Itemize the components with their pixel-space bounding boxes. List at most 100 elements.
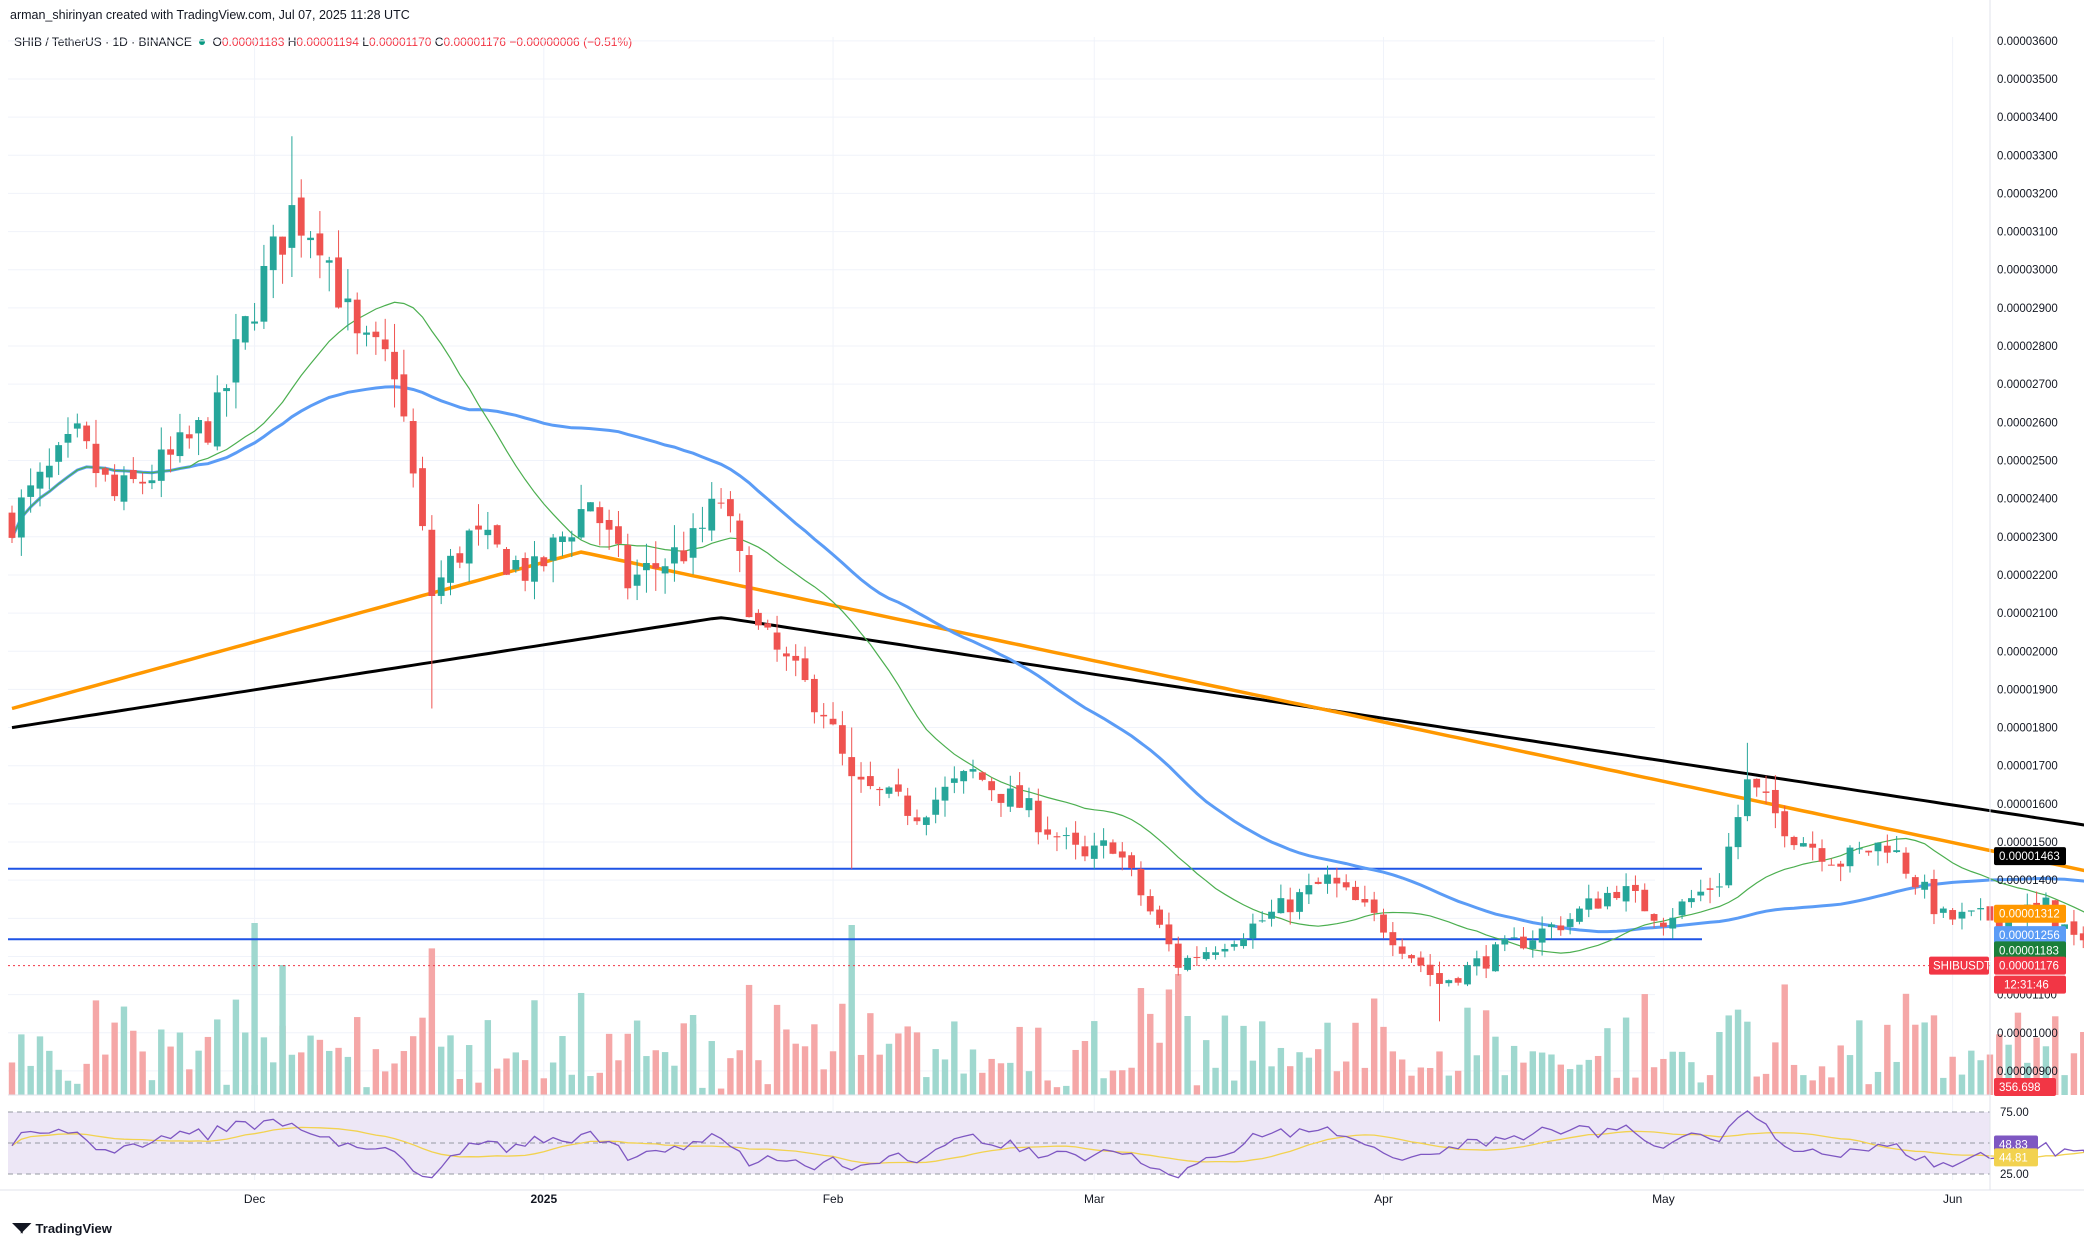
symbol-name[interactable]: SHIB / TetherUS · 1D · BINANCE	[14, 35, 192, 49]
candle-body	[615, 526, 622, 544]
volume-bar	[1128, 1067, 1135, 1095]
volume-bar	[792, 1043, 799, 1095]
volume-bar	[1912, 1024, 1919, 1095]
candle-body	[269, 236, 277, 271]
axes[interactable]: 0.00003600 0.00003500 0.00003400 0.00003300…	[0, 0, 2084, 1206]
countdown-text: 12:31:46	[2004, 980, 2049, 992]
candle-body	[1464, 965, 1471, 985]
candle-body	[1025, 798, 1033, 811]
candle-body	[1398, 946, 1406, 954]
volume-bar	[1231, 1080, 1238, 1095]
volume-bar	[1156, 1042, 1163, 1095]
volume-bar	[1734, 1009, 1742, 1095]
volume-bar	[531, 1000, 538, 1095]
candle-body	[1520, 936, 1527, 949]
candle-body	[661, 566, 669, 574]
volume-bar	[904, 1026, 911, 1095]
volume-bar	[1828, 1077, 1835, 1095]
candle-body	[1669, 917, 1677, 929]
candle-body	[736, 520, 744, 551]
candle-body	[1585, 898, 1593, 910]
volume-bar	[1175, 973, 1182, 1095]
close-label: C	[434, 35, 444, 49]
price-tag-ma50	[1994, 926, 2066, 945]
volume-bar	[1221, 1015, 1229, 1095]
candle-body	[1734, 817, 1742, 848]
open-value: 0.00001183	[221, 35, 285, 49]
candle-body	[792, 655, 800, 661]
volume-bar	[1902, 993, 1910, 1095]
candle-body	[1118, 851, 1126, 858]
candle-body	[680, 550, 688, 562]
candle-body	[1006, 788, 1014, 807]
volume-bar	[335, 1047, 342, 1095]
volume-bar	[428, 948, 436, 1095]
volume-bar	[1632, 1077, 1639, 1095]
candle-body	[400, 374, 408, 417]
candle-body	[1296, 892, 1303, 912]
candlesticks[interactable]	[8, 136, 2084, 1029]
candle-body	[335, 257, 342, 308]
volume-bar	[615, 1060, 622, 1095]
rsi-ma-text: 44.81	[1999, 1152, 2028, 1164]
candle-body	[409, 421, 417, 474]
volume-bar	[2005, 1044, 2012, 1095]
volume-bar	[1287, 1066, 1294, 1095]
candle-body	[1212, 952, 1219, 955]
volume-bar	[913, 1032, 921, 1095]
volume-bar	[811, 1024, 818, 1095]
candle-body	[1100, 840, 1108, 846]
candle-body	[1361, 899, 1369, 903]
candle-body	[288, 205, 296, 248]
candle-body	[521, 558, 529, 581]
price-tick-label: 0.00002600	[1997, 417, 2058, 429]
time-tick-label: Jun	[1943, 1192, 1962, 1206]
candle-body	[587, 502, 594, 512]
volume-bar	[1044, 1080, 1051, 1095]
candle-body	[755, 612, 762, 626]
candle-body	[456, 553, 464, 563]
candle-body	[241, 316, 249, 343]
candle-body	[1977, 908, 1985, 910]
tradingview-brand-text: TradingView	[35, 1220, 112, 1236]
candle-body	[540, 557, 548, 567]
volume-bar	[1678, 1051, 1686, 1095]
volume-bar	[848, 925, 855, 1095]
candle-body	[1482, 956, 1490, 969]
volume-bar	[596, 1072, 603, 1095]
candle-body	[1249, 923, 1257, 939]
candle-body	[1109, 842, 1117, 854]
volume-bar	[1744, 1021, 1751, 1095]
support-resistance-lines[interactable]	[8, 867, 1990, 967]
volume-bar	[1109, 1070, 1117, 1095]
symbol-tag-text: SHIBUSDT	[1933, 961, 1991, 973]
rsi-pane[interactable]	[8, 1094, 2084, 1179]
volume-bar	[465, 1045, 473, 1095]
candle-body	[45, 465, 53, 478]
candle-body	[213, 392, 221, 447]
candle-body	[1827, 864, 1835, 866]
candle-body	[1660, 922, 1667, 927]
candle-body	[344, 298, 352, 303]
volume-bar	[1063, 1085, 1070, 1095]
price-tag-ma100-text: 0.00001312	[1999, 909, 2060, 921]
candle-body	[1016, 785, 1024, 808]
candle-body	[493, 525, 501, 545]
volume-bar	[1529, 1051, 1536, 1095]
candle-body	[1436, 973, 1443, 984]
candle-body	[307, 237, 314, 241]
volume-bar	[699, 1087, 706, 1095]
volume-bar	[1473, 1055, 1481, 1095]
price-tick-label: 0.00003500	[1997, 74, 2058, 86]
candle-body	[894, 784, 902, 792]
tradingview-brand[interactable]: ◥◤ TradingView	[12, 1220, 112, 1236]
candle-body	[1762, 791, 1770, 793]
volume-bar	[1184, 1015, 1191, 1095]
volume-bar	[1324, 1022, 1331, 1095]
volume-bar	[1380, 1026, 1387, 1095]
volume-bar	[1025, 1071, 1033, 1095]
candle-body	[671, 547, 678, 564]
ma20-line	[11, 301, 2084, 954]
volume-bar	[661, 1052, 669, 1095]
